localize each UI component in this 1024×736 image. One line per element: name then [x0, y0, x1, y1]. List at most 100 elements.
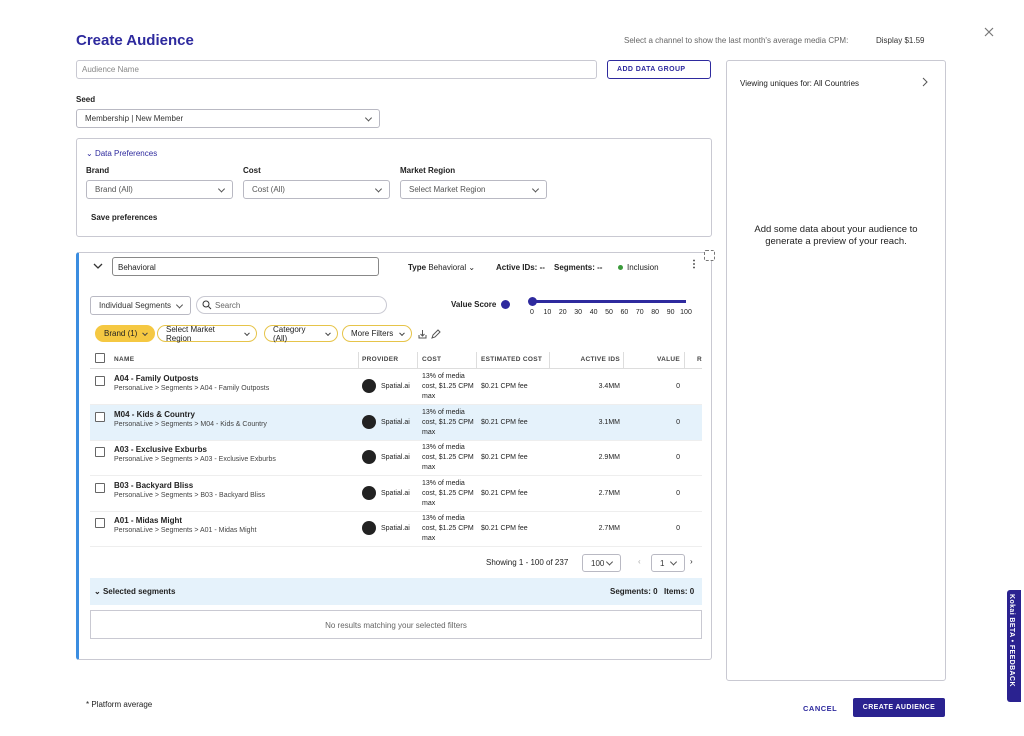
viewing-uniques[interactable]: Viewing uniques for: All Countries: [740, 79, 860, 88]
field-select[interactable]: Select Market Region: [400, 180, 547, 199]
next-page[interactable]: ›: [690, 557, 693, 566]
value: 0: [676, 525, 680, 532]
preview-message: Add some data about your audience to gen…: [754, 224, 918, 247]
provider-logo: [362, 450, 376, 464]
provider: Spatial.ai: [381, 383, 410, 390]
provider-logo: [362, 414, 376, 429]
select-all-checkbox[interactable]: [95, 353, 105, 363]
seed-label: Seed: [76, 95, 96, 104]
value-score-tick: 90: [666, 309, 675, 316]
provider: Spatial.ai: [381, 489, 410, 497]
segment-path: PersonaLive > Segments > M04 - Kids & Co…: [114, 420, 267, 428]
segment-name: A04 - Family Outposts: [114, 374, 199, 383]
provider-logo: [362, 521, 376, 535]
provider-logo: [362, 379, 376, 393]
value: Membership | New Member: [85, 114, 184, 123]
label: CREATE AUDIENCE: [862, 704, 936, 711]
value-score-tick: 100: [680, 309, 692, 316]
cost: 13% of media cost, $1.25 CPM max: [422, 373, 474, 400]
value: Individual Segments: [99, 301, 172, 310]
value-score-label: Value Score: [451, 300, 497, 309]
status-dot: [618, 265, 623, 270]
add-data-group-button[interactable]: ADD DATA GROUP: [607, 60, 711, 79]
column-header: ESTIMATED COST: [481, 356, 543, 363]
active-ids: 3.1MM: [598, 418, 620, 426]
active-ids: 3.4MM: [598, 383, 620, 390]
field-select[interactable]: Brand (All): [86, 180, 233, 199]
value-score-tick: 0: [530, 309, 534, 316]
inclusion-select[interactable]: Inclusion: [627, 263, 659, 272]
chevron[interactable]: [920, 77, 930, 87]
create-audience-button[interactable]: CREATE AUDIENCE: [853, 698, 945, 717]
toggle-label: Data Preferences: [94, 149, 158, 158]
value-score-handle[interactable]: [528, 297, 537, 306]
audience-name-input[interactable]: Audience Name: [76, 60, 597, 79]
cost: 13% of media cost, $1.25 CPM max: [422, 479, 474, 507]
type-value: Behavioral: [428, 263, 467, 272]
filter-pill[interactable]: Select Market Region: [157, 324, 257, 343]
estimated-cost: $0.21 CPM fee: [481, 418, 528, 426]
filter-pill[interactable]: Category (All): [264, 325, 338, 343]
provider-logo: [362, 485, 376, 500]
text: No results matching your selected filter…: [325, 621, 467, 630]
filter-pill[interactable]: More Filters: [342, 325, 412, 342]
segment-path: PersonaLive > Segments > A01 - Midas Mig…: [114, 527, 257, 534]
value-score-track: [532, 300, 686, 303]
row-checkbox[interactable]: [95, 447, 105, 457]
selected-title[interactable]: ⌄ Selected segments: [94, 587, 176, 596]
close-button[interactable]: [983, 26, 995, 38]
filter-pill[interactable]: Brand (1): [95, 325, 155, 342]
feedback-tab[interactable]: Kokai BETA • FEEDBACK: [1007, 590, 1021, 702]
empty-message: No results matching your selected filter…: [90, 610, 702, 639]
search-icon: [202, 300, 212, 310]
value-score-tick: 10: [543, 309, 552, 316]
value: 0: [676, 383, 680, 390]
segment-row[interactable]: [90, 511, 702, 547]
active-ids: 2.7MM: [598, 525, 620, 532]
column-header: R: [697, 356, 702, 363]
segment-row[interactable]: [90, 476, 702, 512]
segment-row[interactable]: [90, 440, 702, 476]
segment-name: A01 - Midas Might: [114, 516, 183, 525]
cancel-button[interactable]: CANCEL: [803, 704, 838, 713]
cost: 13% of media cost, $1.25 CPM max: [422, 444, 474, 471]
cost: 13% of media cost, $1.25 CPM max: [422, 408, 474, 436]
search-input[interactable]: Search: [196, 296, 387, 314]
save-preferences[interactable]: Save preferences: [91, 213, 158, 222]
cpm-channel[interactable]: Display $1.59: [876, 36, 925, 45]
row-checkbox[interactable]: [95, 411, 105, 422]
type-selector[interactable]: Type Behavioral ⌄: [408, 263, 476, 272]
value: Select Market Region: [409, 185, 486, 194]
row-checkbox[interactable]: [95, 376, 105, 386]
field-select[interactable]: Cost (All): [243, 180, 390, 199]
collapse-toggle[interactable]: [93, 262, 103, 270]
filter-label: Select Market Region: [166, 324, 215, 343]
value-score-tick: 80: [651, 309, 660, 316]
value: Behavioral: [118, 263, 156, 272]
value: 0: [676, 489, 680, 497]
row-checkbox[interactable]: [95, 482, 105, 493]
segment-row[interactable]: [90, 404, 702, 441]
export-icons[interactable]: [417, 328, 441, 340]
feedback-label: Kokai BETA • FEEDBACK: [1008, 594, 1015, 687]
row-checkbox[interactable]: [95, 518, 105, 528]
page-select[interactable]: 1: [651, 554, 685, 572]
preferences-toggle[interactable]: ⌄ Data Preferences: [86, 149, 158, 158]
expand-button[interactable]: [704, 250, 715, 261]
filter-label: Brand (1): [104, 329, 138, 338]
seed-select[interactable]: Membership | New Member: [76, 109, 380, 128]
column-header: VALUE: [656, 356, 680, 363]
estimated-cost: $0.21 CPM fee: [481, 383, 528, 390]
active-ids: 2.9MM: [598, 454, 620, 461]
segment-name: A03 - Exclusive Exburbs: [114, 445, 207, 454]
prev-page[interactable]: ‹: [638, 557, 641, 566]
column-divider: [358, 352, 359, 368]
group-name-input[interactable]: Behavioral: [112, 257, 379, 276]
more-menu[interactable]: ⋮: [689, 259, 699, 270]
page-size-select[interactable]: 100: [582, 554, 621, 572]
column-header: PROVIDER: [362, 356, 399, 363]
footnote: * Platform average: [86, 700, 153, 709]
value-score-tick: 60: [620, 309, 629, 316]
segment-mode-select[interactable]: Individual Segments: [90, 296, 191, 315]
